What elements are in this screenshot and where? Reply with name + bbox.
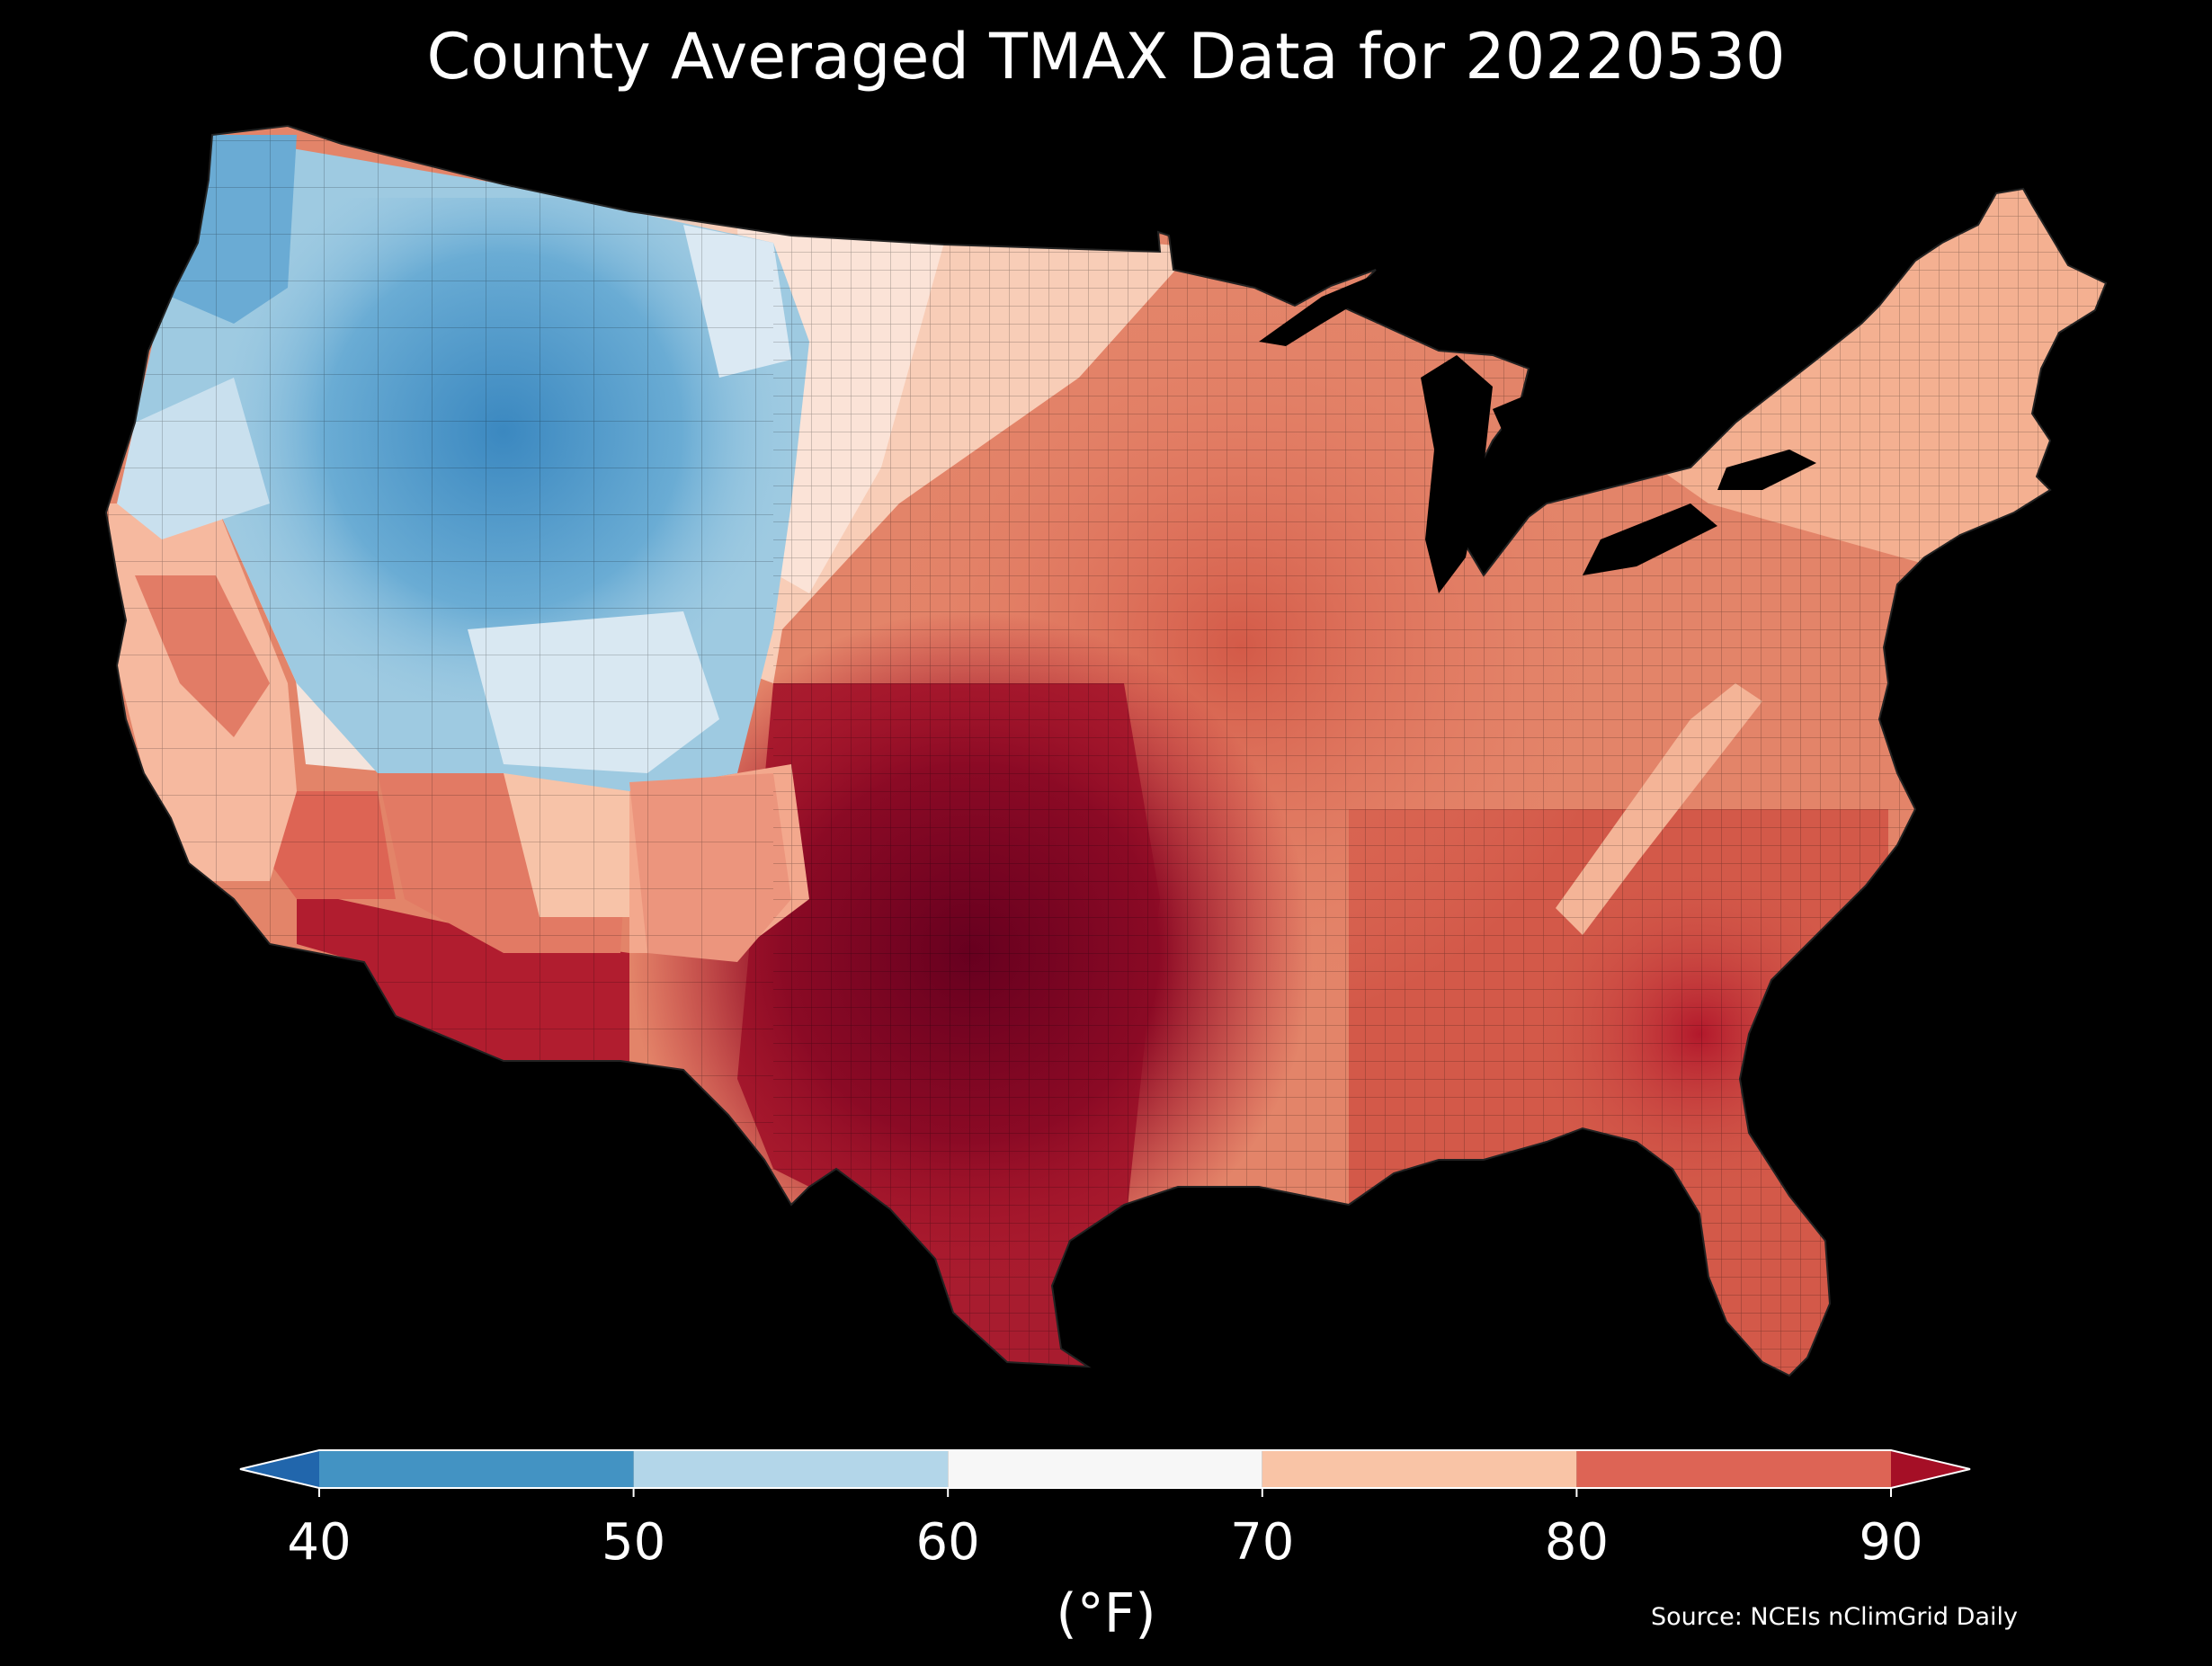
source-note: Source: NCEIs nClimGrid Daily	[1651, 1603, 2018, 1631]
colorbar-tick-label: 80	[1544, 1513, 1610, 1572]
colorbar-tick-label: 60	[915, 1513, 980, 1572]
colorbar-bin-70-80	[1262, 1450, 1577, 1488]
colorbar-unit-label: (°F)	[1056, 1582, 1156, 1645]
colorbar-extend-high	[1891, 1450, 1970, 1488]
colorbar-tick-label: 40	[287, 1513, 352, 1572]
colorbar-tick-label: 90	[1859, 1513, 1923, 1572]
great-lakes	[1259, 274, 1816, 593]
colorbar-bin-40-50	[319, 1450, 634, 1488]
colorbar-bin-50-60	[633, 1450, 949, 1488]
map-title: County Averaged TMAX Data for 20220530	[426, 20, 1786, 94]
colorbar-extend-low	[240, 1450, 319, 1488]
colorbar-tick-label: 50	[601, 1513, 666, 1572]
colorbar-bin-60-70	[948, 1450, 1262, 1488]
colorbar-bin-80-90	[1576, 1450, 1891, 1488]
colorbar-tick-label: 70	[1230, 1513, 1295, 1572]
